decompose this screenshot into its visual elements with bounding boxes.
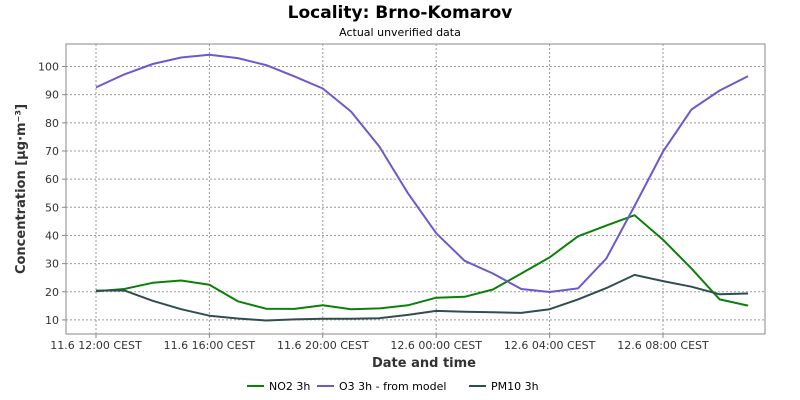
y-axis: 10 20 30 40 50 60 70 80 90 100 <box>38 61 66 327</box>
x-axis-label: Date and time <box>372 356 476 371</box>
y-tick-label: 70 <box>45 145 59 158</box>
x-tick-label: 11.6 20:00 CEST <box>277 339 369 352</box>
series-line-2 <box>95 273 749 322</box>
y-tick-label: 90 <box>45 89 59 102</box>
x-axis: 11.6 12:00 CEST 11.6 16:00 CEST 11.6 20:00… <box>50 334 709 352</box>
y-tick-label: 60 <box>45 173 59 186</box>
x-tick-label: 12.6 04:00 CEST <box>504 339 596 352</box>
series <box>95 53 749 322</box>
y-tick-label: 30 <box>45 258 59 271</box>
series-line-0 <box>95 214 749 311</box>
x-tick-label: 12.6 00:00 CEST <box>390 339 482 352</box>
y-tick-label: 20 <box>45 286 59 299</box>
legend-label: O3 3h - from model <box>339 380 446 393</box>
legend-label: NO2 3h <box>269 380 310 393</box>
chart-title: Locality: Brno-Komarov <box>288 3 513 23</box>
y-axis-label: Concentration [µg·m⁻³] <box>14 104 29 274</box>
y-tick-label: 80 <box>45 117 59 130</box>
legend-label: PM10 3h <box>491 380 539 393</box>
legend: NO2 3h O3 3h - from model PM10 3h <box>247 380 539 393</box>
y-tick-label: 100 <box>38 61 59 74</box>
x-tick-label: 12.6 08:00 CEST <box>617 339 709 352</box>
y-tick-label: 50 <box>45 201 59 214</box>
series-line-1 <box>95 53 749 293</box>
x-tick-label: 11.6 16:00 CEST <box>164 339 256 352</box>
y-tick-label: 40 <box>45 229 59 242</box>
grid <box>66 44 765 334</box>
x-tick-label: 11.6 12:00 CEST <box>50 339 142 352</box>
y-tick-label: 10 <box>45 314 59 327</box>
plot-area <box>65 43 766 335</box>
chart-subtitle: Actual unverified data <box>339 26 461 39</box>
